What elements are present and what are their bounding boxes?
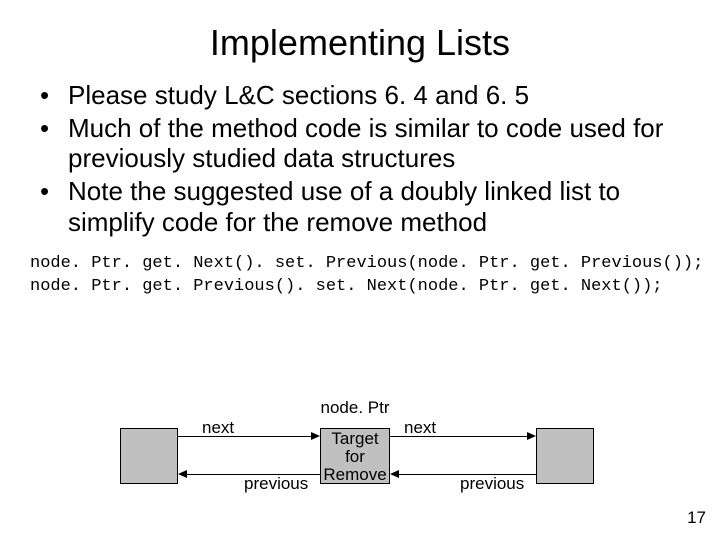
bullet-item: • Much of the method code is similar to … xyxy=(38,113,682,174)
bullet-marker: • xyxy=(38,80,68,111)
bullet-marker: • xyxy=(38,176,68,207)
bullet-text: Please study L&C sections 6. 4 and 6. 5 xyxy=(68,80,682,111)
target-label: Target for Remove xyxy=(320,428,390,484)
target-line2: for xyxy=(345,447,365,466)
next-label-right: next xyxy=(404,418,436,438)
bullet-text: Much of the method code is similar to co… xyxy=(68,113,682,174)
left-node-box xyxy=(120,428,178,484)
bullet-item: • Note the suggested use of a doubly lin… xyxy=(38,176,682,237)
previous-label-left: previous xyxy=(244,474,308,494)
previous-label-right: previous xyxy=(460,474,524,494)
arrow-head-icon xyxy=(178,470,187,478)
bullet-item: • Please study L&C sections 6. 4 and 6. … xyxy=(38,80,682,111)
slide: Implementing Lists • Please study L&C se… xyxy=(0,0,720,540)
bullet-list: • Please study L&C sections 6. 4 and 6. … xyxy=(0,80,720,237)
arrow-head-icon xyxy=(390,470,399,478)
next-label-left: next xyxy=(202,418,234,438)
right-node-box xyxy=(536,428,594,484)
code-line: node. Ptr. get. Previous(). set. Next(no… xyxy=(30,277,663,296)
code-line: node. Ptr. get. Next(). set. Previous(no… xyxy=(30,254,703,273)
arrow-next-left xyxy=(178,436,311,437)
code-block: node. Ptr. get. Next(). set. Previous(no… xyxy=(0,239,720,299)
target-line1: Target xyxy=(331,429,378,448)
nodeptr-label: node. Ptr xyxy=(313,398,397,418)
linked-list-diagram: node. Ptr Target for Remove next previou… xyxy=(0,392,720,532)
bullet-marker: • xyxy=(38,113,68,144)
target-line3: Remove xyxy=(323,465,386,484)
arrow-head-icon xyxy=(527,432,536,440)
bullet-text: Note the suggested use of a doubly linke… xyxy=(68,176,682,237)
slide-title: Implementing Lists xyxy=(0,0,720,74)
arrow-head-icon xyxy=(311,432,320,440)
page-number: 17 xyxy=(687,508,706,528)
